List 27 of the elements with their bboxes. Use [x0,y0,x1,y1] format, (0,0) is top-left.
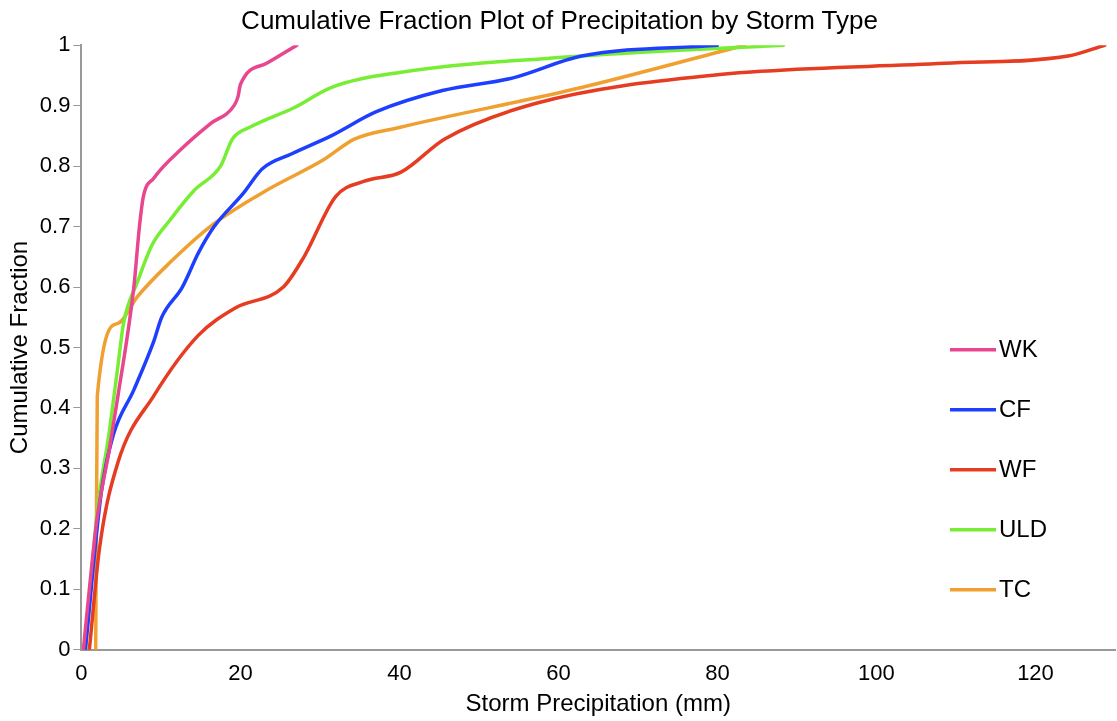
y-tick-label: 0.3 [39,454,71,480]
chart-title: Cumulative Fraction Plot of Precipitation by Storm Type [241,4,878,35]
y-tick-label: 0.2 [39,514,71,540]
x-tick-label: 80 [705,660,730,686]
legend-label: CF [999,395,1031,423]
y-tick-label: 1 [58,31,71,57]
line-series [87,45,1107,650]
legend-label: TC [999,575,1031,603]
x-tick-label: 60 [546,660,571,686]
x-tick-label: 0 [75,660,88,686]
x-tick-label: 100 [858,660,895,686]
y-tick-label: 0.9 [39,91,71,117]
y-tick-label: 0.8 [39,152,71,178]
legend-label: WK [999,335,1038,363]
y-axis-title: Cumulative Fraction [5,240,33,455]
x-tick-label: 40 [387,660,412,686]
x-tick-label: 120 [1017,660,1054,686]
y-tick-label: 0.5 [39,333,71,359]
y-tick-label: 0.7 [39,212,71,238]
y-tick-label: 0 [58,635,71,661]
legend-label: WF [999,455,1037,483]
y-tick-label: 0.4 [39,394,71,420]
y-tick-label: 0.1 [39,575,71,601]
x-tick-label: 20 [228,660,253,686]
legend-label: ULD [999,515,1048,543]
y-tick-label: 0.6 [39,273,71,299]
x-axis-title: Storm Precipitation (mm) [465,689,731,717]
